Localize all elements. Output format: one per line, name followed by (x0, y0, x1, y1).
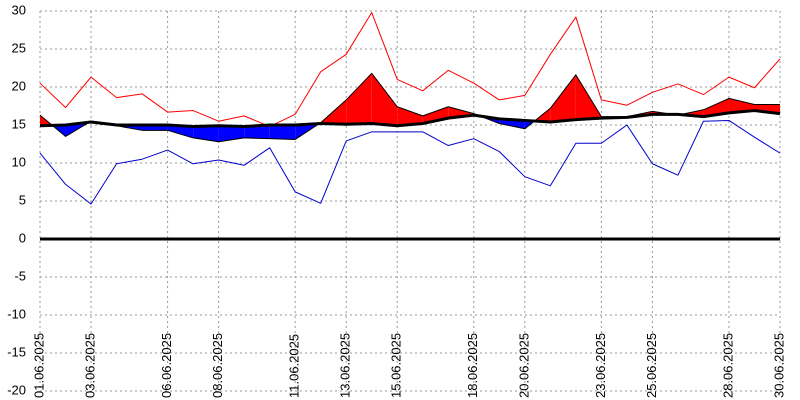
y-tick-label: -20 (7, 382, 26, 397)
series-line (39, 12, 781, 128)
mean-line (39, 72, 780, 143)
anomaly-area (728, 98, 755, 113)
x-tick-label: 06.06.2025 (159, 333, 174, 398)
y-tick-label: 25 (12, 40, 26, 55)
anomaly-area (269, 125, 296, 140)
anomaly-area (167, 125, 194, 138)
y-tick-label: 15 (12, 116, 26, 131)
y-tick-label: 10 (12, 154, 26, 169)
anomaly-area (193, 125, 219, 142)
anomaly-area (371, 73, 398, 126)
x-tick-label: 23.06.2025 (593, 333, 608, 398)
y-tick-label: 20 (12, 78, 26, 93)
x-tick-label: 18.06.2025 (465, 333, 480, 398)
series-line (39, 119, 781, 205)
y-tick-label: 5 (19, 192, 26, 207)
x-tick-label: 15.06.2025 (389, 333, 404, 398)
reference-line (39, 109, 781, 129)
x-tick-label: 30.06.2025 (771, 333, 786, 398)
x-tick-label: 13.06.2025 (338, 333, 353, 398)
x-tick-label: 28.06.2025 (720, 333, 735, 398)
y-tick-label: 30 (12, 2, 26, 17)
anomaly-area (397, 106, 423, 126)
x-tick-label: 25.06.2025 (644, 333, 659, 398)
x-tick-label: 11.06.2025 (287, 334, 302, 398)
anomaly-area (550, 74, 576, 122)
y-tick-label: -5 (14, 268, 26, 283)
anomaly-area (754, 104, 780, 114)
anomaly-area (218, 125, 245, 142)
x-tick-label: 20.06.2025 (516, 333, 531, 398)
x-tick-label: 03.06.2025 (82, 333, 97, 398)
y-tick-label: 0 (19, 230, 26, 245)
x-tick-label: 08.06.2025 (210, 333, 225, 398)
anomaly-area (244, 125, 270, 139)
anomaly-area (703, 98, 729, 117)
y-tick-label: -15 (7, 344, 26, 359)
anomaly-area (346, 73, 372, 125)
y-tick-label: -10 (7, 306, 26, 321)
x-tick-label: 01.06.2025 (31, 333, 46, 398)
